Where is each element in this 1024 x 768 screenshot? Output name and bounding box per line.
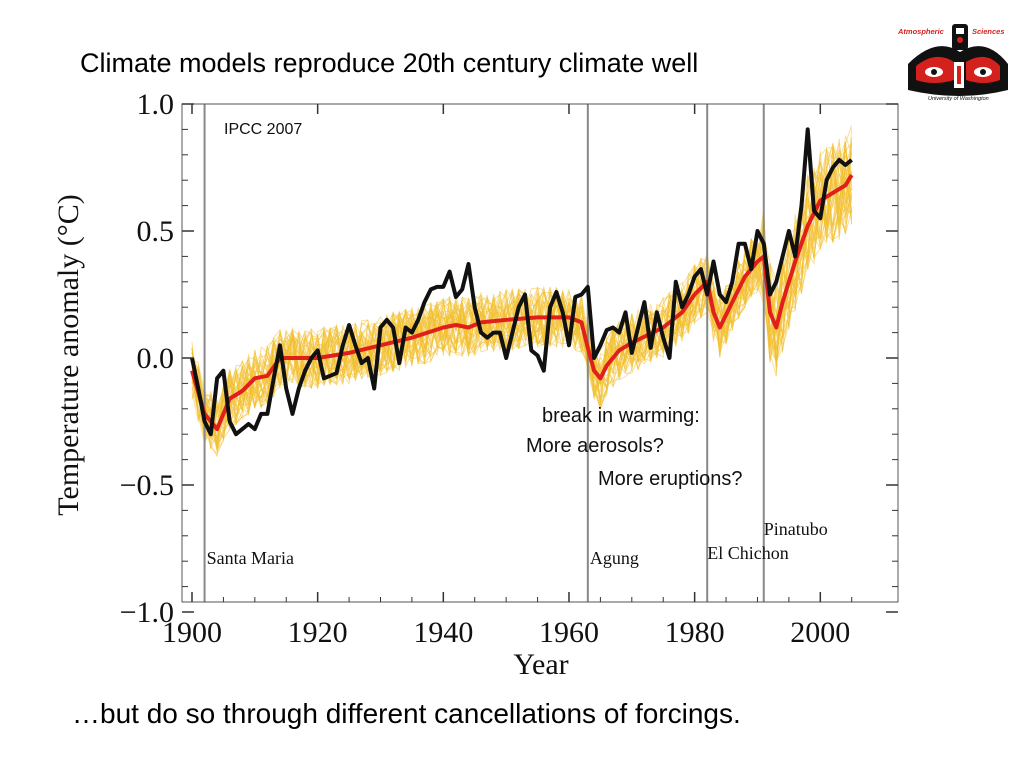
model-mean-line <box>190 174 854 432</box>
y-tick-label: −1.0 <box>120 596 174 629</box>
annotation-text: More eruptions? <box>598 468 743 490</box>
slide-title: Climate models reproduce 20th century cl… <box>80 48 699 78</box>
eruption-label: Pinatubo <box>764 519 828 539</box>
eruption-lines-layer <box>203 104 765 602</box>
x-tick-label: 1900 <box>162 616 222 649</box>
atmospheric-sciences-logo: Atmospheric Sciences University of Washi… <box>896 22 1018 104</box>
logo-label-left: Atmospheric <box>897 27 945 36</box>
eruption-label: Santa Maria <box>207 548 294 568</box>
ensemble-member-line <box>191 153 853 423</box>
ensemble-member-line <box>191 150 853 438</box>
x-axis-label: Year <box>513 648 568 681</box>
source-label: IPCC 2007 <box>224 121 302 138</box>
y-tick-label: 0.0 <box>137 342 175 375</box>
logo-university: University of Washington <box>928 96 989 102</box>
y-tick-label: 0.5 <box>137 215 175 248</box>
plot-frame <box>181 103 899 603</box>
annotation-text: More aerosols? <box>526 435 664 457</box>
eruption-label: El Chichon <box>707 543 789 563</box>
logo-label-right: Sciences <box>972 27 1005 36</box>
x-tick-label: 1960 <box>539 616 599 649</box>
labels-layer: Santa Maria Agung El Chichon Pinatubo 1900 19… <box>52 88 850 681</box>
axes-layer <box>181 103 899 613</box>
annotation-text: break in warming: <box>542 405 700 427</box>
x-tick-label: 1980 <box>665 616 725 649</box>
x-tick-label: 2000 <box>790 616 850 649</box>
eruption-label: Agung <box>590 548 639 568</box>
ensemble-member-line <box>191 141 853 440</box>
slide-caption: …but do so through different cancellatio… <box>72 698 741 729</box>
x-tick-label: 1940 <box>413 616 473 649</box>
y-tick-label: −0.5 <box>120 469 174 502</box>
y-tick-label: 1.0 <box>137 88 175 121</box>
y-axis-label: Temperature anomaly (°C) <box>52 194 85 515</box>
haida-style-eagle-logo-icon: Atmospheric Sciences University of Washi… <box>897 24 1008 102</box>
series-layer <box>190 127 854 437</box>
observed-line <box>190 127 853 437</box>
x-tick-label: 1920 <box>288 616 348 649</box>
